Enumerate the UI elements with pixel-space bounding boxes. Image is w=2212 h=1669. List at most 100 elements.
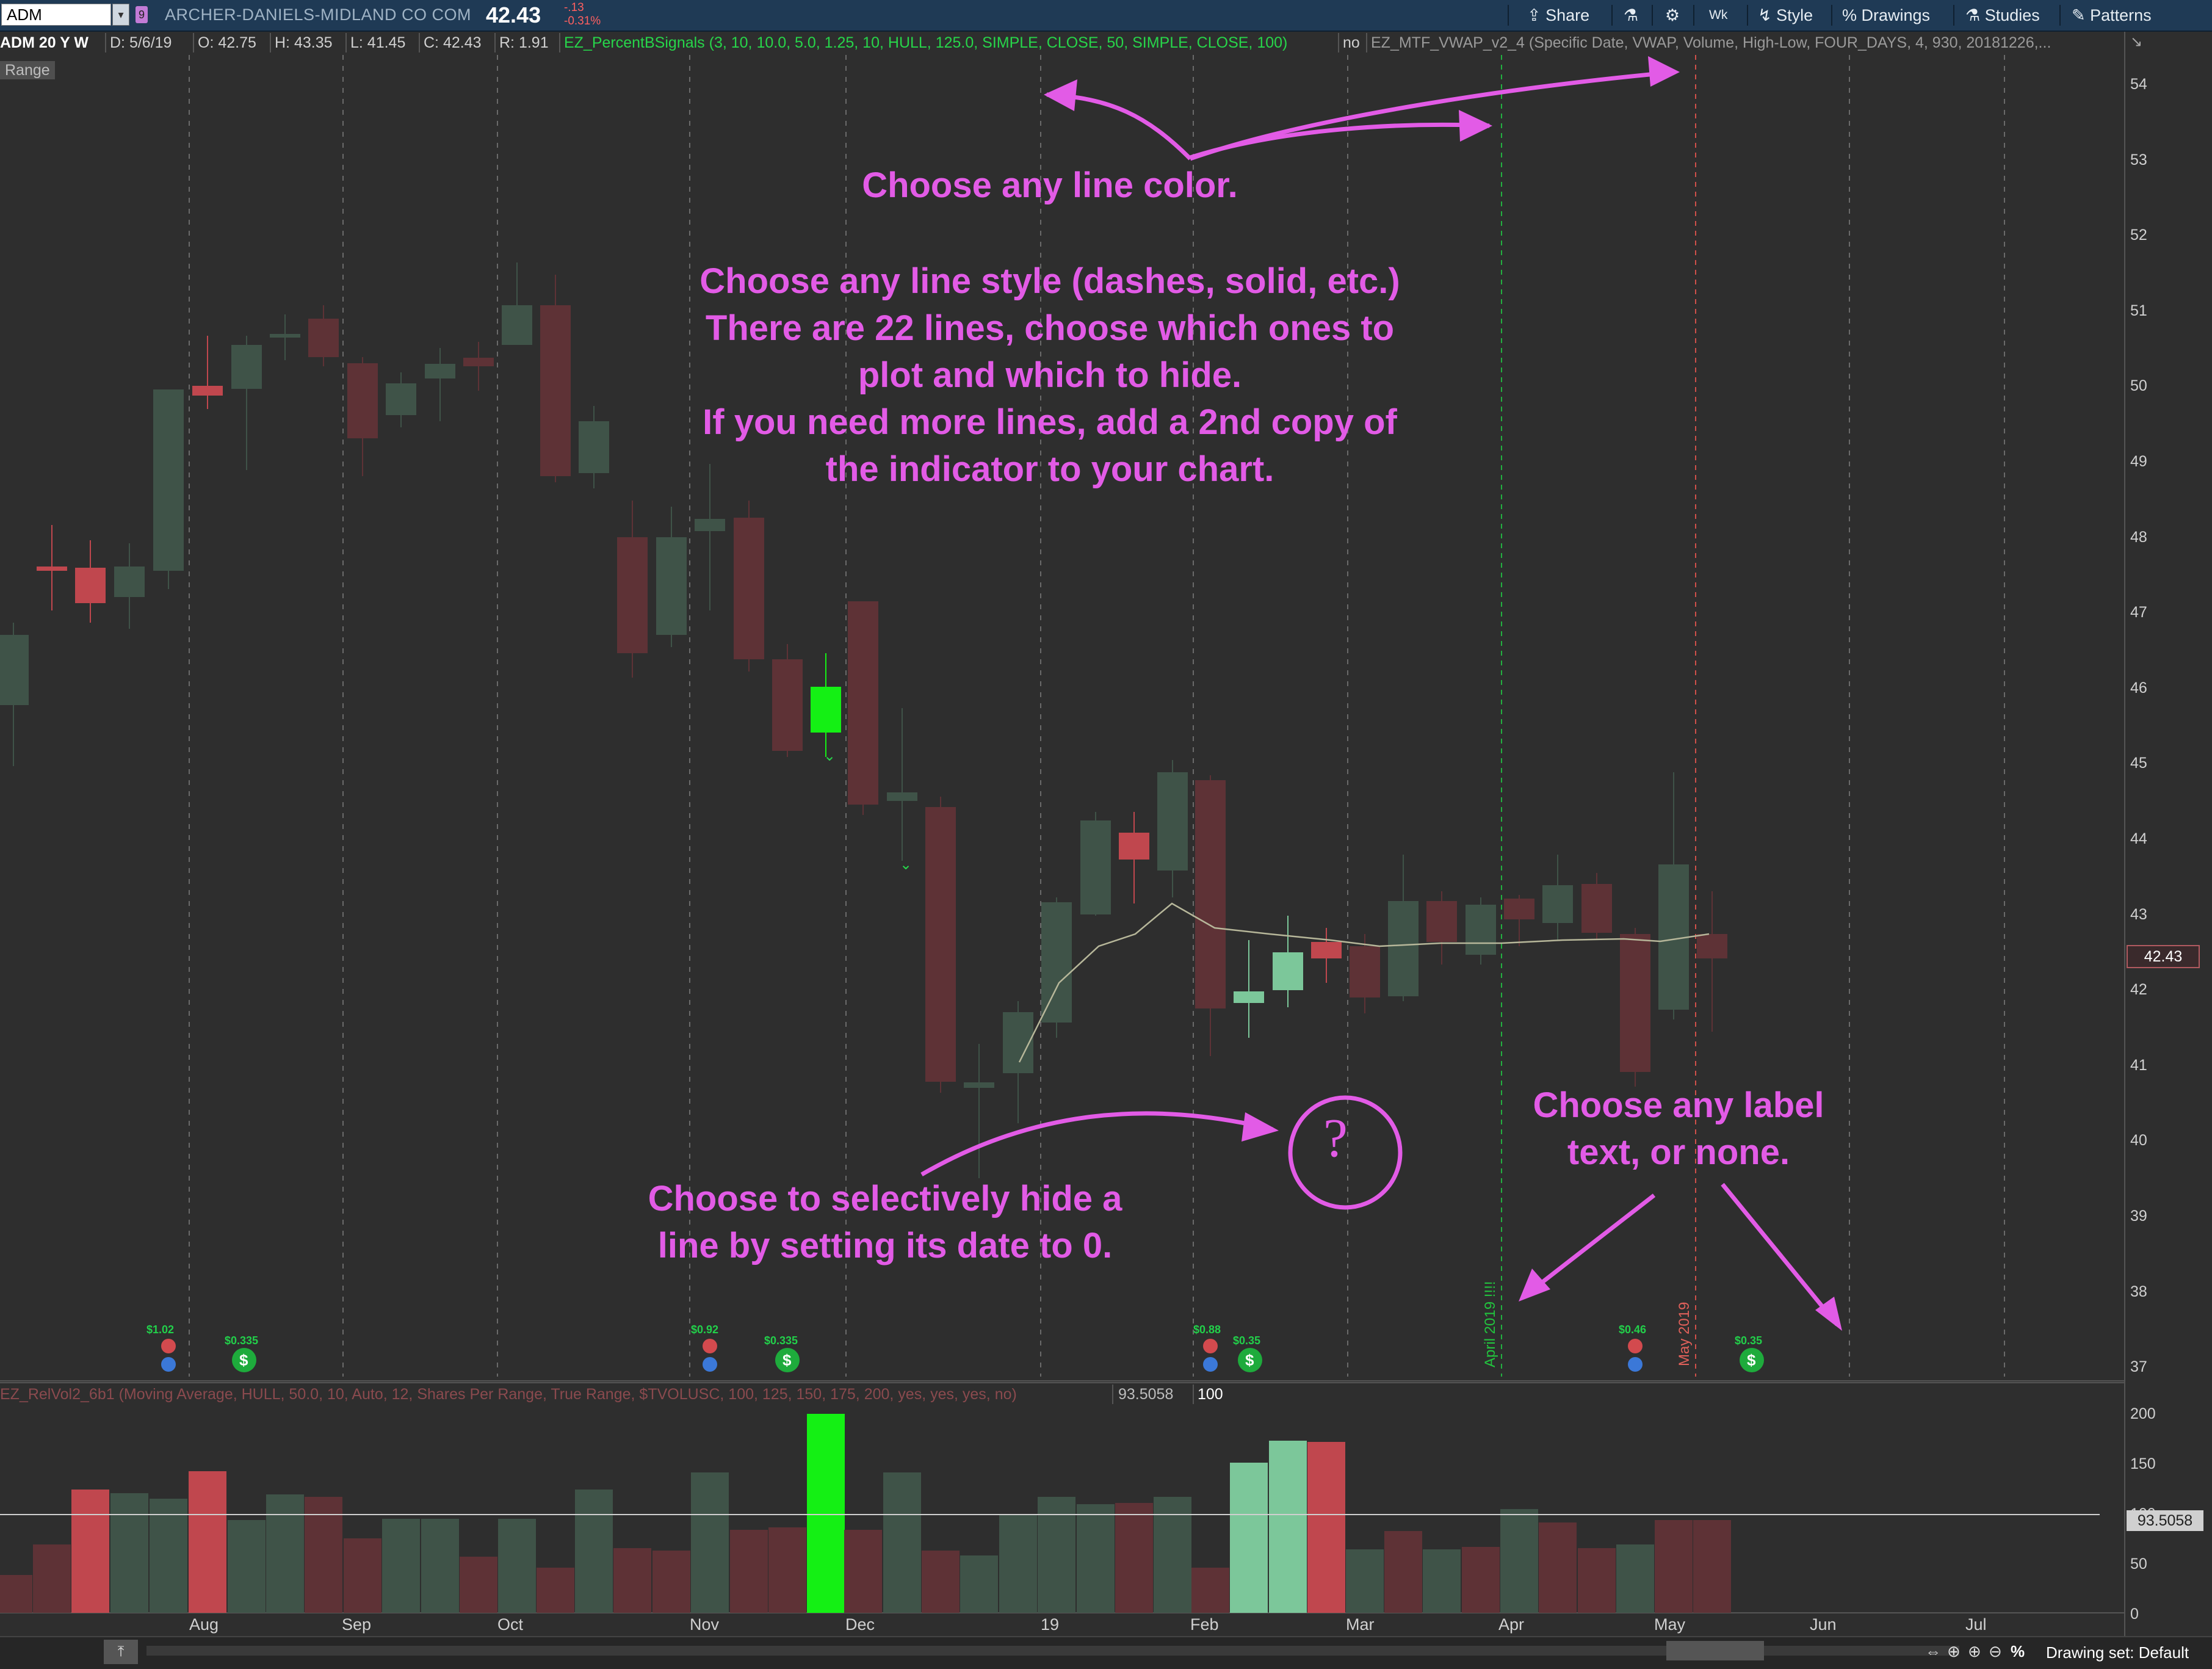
candle-body: [887, 792, 917, 801]
candle-body: [386, 383, 416, 415]
candle-body: [231, 345, 262, 389]
bar-low: L: 41.45: [350, 34, 406, 51]
style-icon: ↯: [1758, 6, 1777, 24]
annotation-hide-text: Choose to selectively hide a: [648, 1179, 1122, 1218]
relvol-tick: 50: [2130, 1555, 2147, 1573]
relvol-bar: [575, 1490, 613, 1613]
study-vwap-label[interactable]: EZ_MTF_VWAP_v2_4 (Specific Date, VWAP, V…: [1371, 34, 2051, 51]
percent-icon[interactable]: %: [2011, 1642, 2025, 1660]
collapse-toggle-icon[interactable]: ⤒: [104, 1640, 138, 1664]
symbol-input[interactable]: [1, 4, 111, 26]
relvol-bar: [922, 1551, 960, 1613]
candle-body: [463, 358, 494, 366]
toolbar-separator: [2059, 5, 2061, 26]
symbol-dropdown-button[interactable]: ▾: [112, 4, 129, 26]
drawings-icon: %: [1842, 6, 1862, 24]
annotation-style-line: There are 22 lines, choose which ones to: [705, 308, 1395, 348]
relvol-tick: 200: [2130, 1405, 2156, 1422]
time-scrollbar-thumb[interactable]: [1666, 1641, 1764, 1660]
relvol-bar: [844, 1530, 882, 1613]
relvol-bar: [1655, 1520, 1693, 1613]
relvol-study-label[interactable]: EZ_RelVol2_6b1 (Moving Average, HULL, 50…: [0, 1386, 1017, 1403]
annotation-arrows: [920, 70, 1839, 1327]
question-mark: ?: [1323, 1108, 1348, 1168]
price-tick: 50: [2130, 377, 2147, 395]
candle-body: [425, 364, 455, 378]
dividend-glyph: $: [239, 1351, 248, 1369]
dividend-label: $0.335: [225, 1334, 259, 1347]
time-tick: Dec: [845, 1615, 875, 1634]
earnings-icon: [1628, 1339, 1643, 1353]
study-percentb-label[interactable]: EZ_PercentBSignals (3, 10, 10.0, 5.0, 1.…: [564, 34, 1288, 51]
zoom-out-icon[interactable]: ⊖: [1989, 1642, 2002, 1660]
studies-icon: ⚗: [1965, 6, 1985, 24]
annotation-style-line: the indicator to your chart.: [825, 449, 1274, 489]
earnings-date-icon: [161, 1357, 176, 1372]
share-button[interactable]: ⇪ Share: [1527, 4, 1589, 27]
relvol-bar: [1269, 1441, 1307, 1613]
relvol-bar: [1462, 1547, 1500, 1613]
crosshair-icon[interactable]: ⊕: [1947, 1642, 1961, 1660]
price-tick: 41: [2130, 1056, 2147, 1074]
relvol-bar: [1346, 1549, 1384, 1613]
annotation-style-line: Choose any line style (dashes, solid, et…: [699, 261, 1400, 301]
drawings-button[interactable]: % Drawings: [1842, 4, 1930, 27]
price-tick: 48: [2130, 528, 2147, 546]
time-tick: Jul: [1965, 1615, 1987, 1634]
earnings-date-icon: [703, 1357, 717, 1372]
price-tick: 37: [2130, 1358, 2147, 1376]
relvol-bar: [652, 1551, 690, 1613]
annotation-label-line: Choose any label: [1533, 1085, 1824, 1125]
dividend-glyph: $: [1245, 1351, 1254, 1369]
time-scrollbar-track[interactable]: [146, 1646, 1959, 1656]
relvol-bar: [1693, 1520, 1731, 1613]
relvol-bar: [33, 1544, 71, 1613]
range-badge[interactable]: Range: [0, 61, 55, 79]
candle-body: [848, 601, 878, 805]
period-button[interactable]: Wk: [1709, 8, 1728, 22]
relvol-bar: [228, 1520, 266, 1613]
study-flag: no: [1343, 34, 1360, 51]
dividend-label: $0.335: [764, 1334, 798, 1347]
axis-scale-icon[interactable]: ↘: [2130, 34, 2143, 50]
time-tick: Feb: [1190, 1615, 1219, 1634]
toolbar-separator: [1831, 5, 1832, 26]
price-tick: 40: [2130, 1132, 2147, 1149]
price-axis[interactable]: [2124, 32, 2212, 1643]
candle-body: [1157, 772, 1188, 871]
relvol-bar: [1423, 1549, 1461, 1613]
dividend-label: $0.46: [1619, 1323, 1647, 1336]
dividend-icon: [775, 1348, 800, 1372]
toolbar-separator: [1611, 5, 1613, 26]
flask-icon[interactable]: ⚗: [1623, 6, 1639, 24]
candle-body: [1697, 934, 1727, 958]
relvol-current-label: 93.5058: [2127, 1510, 2203, 1531]
relvol-tick: 150: [2130, 1455, 2156, 1472]
bar-date: D: 5/6/19: [110, 34, 172, 51]
dividend-label: $0.88: [1193, 1323, 1221, 1336]
patterns-label: Patterns: [2090, 6, 2152, 24]
patterns-button[interactable]: ✎ Patterns: [2072, 4, 2152, 27]
pan-icon[interactable]: ⇔: [1925, 1642, 1941, 1660]
relvol-bar: [498, 1519, 536, 1613]
dividend-glyph: $: [1747, 1351, 1756, 1369]
relvol-bar: [883, 1472, 921, 1613]
annotation-label-line: text, or none.: [1567, 1132, 1790, 1172]
relvol-bar: [613, 1548, 651, 1613]
change-percent: -0.31%: [564, 15, 601, 27]
earnings-icon: [161, 1339, 176, 1353]
studies-button[interactable]: ⚗ Studies: [1965, 4, 2040, 27]
may-line-label: May 2019: [1676, 1302, 1693, 1366]
relvol-bar: [807, 1414, 845, 1613]
gear-icon[interactable]: ⚙: [1664, 6, 1680, 24]
price-tick: 53: [2130, 151, 2147, 168]
style-button[interactable]: ↯ Style: [1758, 4, 1813, 27]
zoom-in-icon[interactable]: ⊕: [1968, 1642, 1981, 1660]
dividend-glyph: $: [783, 1351, 792, 1369]
drawing-set-label[interactable]: Drawing set: Default: [2046, 1643, 2189, 1662]
annotation-label-text: Choose any label text, or none.: [1495, 1082, 1862, 1176]
share-icon: ⇪: [1527, 6, 1546, 24]
bar-range: R: 1.91: [499, 34, 549, 51]
link-group-chip[interactable]: 9: [136, 6, 148, 23]
